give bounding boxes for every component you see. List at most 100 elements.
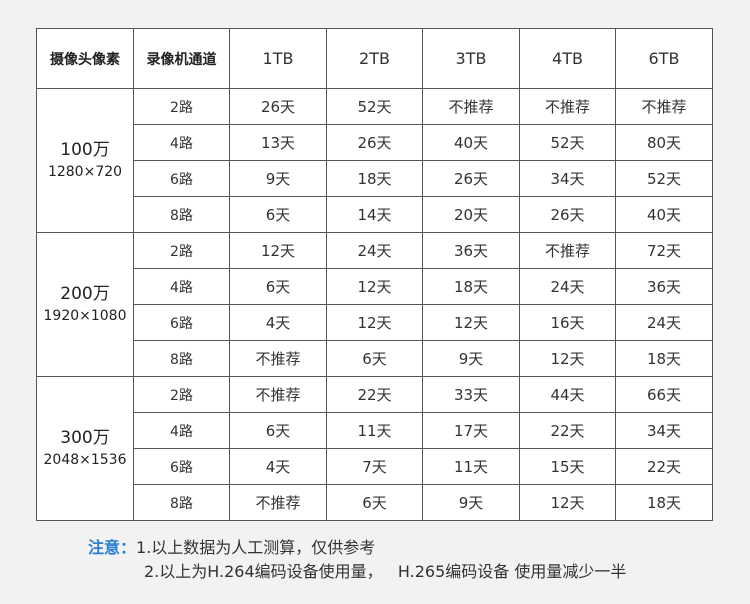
duration-cell: 36天 — [615, 268, 713, 305]
resolution-dimensions: 1280×720 — [47, 163, 123, 180]
duration-cell: 72天 — [615, 232, 713, 269]
duration-cell: 14天 — [326, 196, 423, 233]
channel-cell: 6路 — [133, 304, 230, 341]
duration-cell: 6天 — [229, 196, 327, 233]
resolution-label: 200万 — [60, 283, 110, 304]
table-row: 300万 2048×1536 2路 不推荐 22天 33天 44天 66天 — [36, 376, 713, 521]
channel-cell: 4路 — [133, 412, 230, 449]
channel-cell: 2路 — [133, 88, 230, 125]
table-row: 100万 1280×720 2路 26天 52天 不推荐 不推荐 不推荐 — [36, 88, 713, 233]
duration-cell: 22天 — [519, 412, 616, 449]
table-row: 6路 9天 18天 26天 34天 52天 — [37, 160, 713, 197]
channel-cell: 8路 — [133, 196, 230, 233]
duration-cell: 33天 — [422, 376, 520, 413]
duration-cell: 36天 — [422, 232, 520, 269]
duration-cell: 24天 — [326, 232, 423, 269]
duration-cell: 40天 — [422, 124, 520, 161]
duration-cell: 不推荐 — [229, 484, 327, 521]
table-row: 4路 13天 26天 40天 52天 80天 — [37, 124, 713, 161]
duration-cell: 26天 — [229, 88, 327, 125]
duration-cell: 24天 — [519, 268, 616, 305]
channel-cell: 2路 — [133, 376, 230, 413]
duration-cell: 15天 — [519, 448, 616, 485]
table-row: 8路 不推荐 6天 9天 12天 18天 — [37, 340, 713, 377]
channel-cell: 6路 — [133, 160, 230, 197]
duration-cell: 16天 — [519, 304, 616, 341]
duration-cell: 24天 — [615, 304, 713, 341]
resolution-dimensions: 2048×1536 — [43, 451, 127, 468]
table-row: 8路 不推荐 6天 9天 12天 18天 — [37, 484, 713, 521]
duration-cell: 18天 — [422, 268, 520, 305]
duration-cell: 不推荐 — [422, 88, 520, 125]
duration-cell: 不推荐 — [519, 232, 616, 269]
channel-cell: 4路 — [133, 124, 230, 161]
duration-cell: 26天 — [326, 124, 423, 161]
resolution-cell: 200万 1920×1080 — [36, 232, 134, 377]
duration-cell: 6天 — [229, 268, 327, 305]
resolution-cell: 300万 2048×1536 — [36, 376, 134, 521]
storage-duration-table: 摄像头像素 录像机通道 1TB 2TB 3TB 4TB 6TB 100万 1280… — [36, 28, 713, 521]
duration-cell: 17天 — [422, 412, 520, 449]
duration-cell: 不推荐 — [519, 88, 616, 125]
duration-cell: 不推荐 — [229, 376, 327, 413]
duration-cell: 52天 — [519, 124, 616, 161]
table-row: 4路 6天 11天 17天 22天 34天 — [37, 412, 713, 449]
duration-cell: 11天 — [422, 448, 520, 485]
duration-cell: 不推荐 — [229, 340, 327, 377]
duration-cell: 9天 — [422, 340, 520, 377]
duration-cell: 9天 — [422, 484, 520, 521]
duration-cell: 4天 — [229, 448, 327, 485]
duration-cell: 80天 — [615, 124, 713, 161]
header-2tb: 2TB — [326, 28, 423, 89]
duration-cell: 26天 — [519, 196, 616, 233]
duration-cell: 12天 — [229, 232, 327, 269]
note-line-2: 2.以上为H.264编码设备使用量， H.265编码设备 使用量减少一半 — [144, 562, 627, 581]
header-3tb: 3TB — [422, 28, 520, 89]
header-4tb: 4TB — [519, 28, 616, 89]
duration-cell: 22天 — [326, 376, 423, 413]
channel-cell: 8路 — [133, 484, 230, 521]
duration-cell: 34天 — [615, 412, 713, 449]
note-text-1: 1.以上数据为人工测算，仅供参考 — [136, 538, 376, 557]
channel-cell: 2路 — [133, 232, 230, 269]
duration-cell: 22天 — [615, 448, 713, 485]
resolution-label: 300万 — [60, 427, 110, 448]
note-line-1: 注意：1.以上数据为人工测算，仅供参考 — [88, 536, 626, 560]
channel-cell: 6路 — [133, 448, 230, 485]
channel-cell: 4路 — [133, 268, 230, 305]
duration-cell: 12天 — [519, 484, 616, 521]
resolution-label: 100万 — [60, 139, 110, 160]
duration-cell: 40天 — [615, 196, 713, 233]
duration-cell: 12天 — [326, 268, 423, 305]
table-row: 4路 6天 12天 18天 24天 36天 — [37, 268, 713, 305]
duration-cell: 6天 — [326, 340, 423, 377]
duration-cell: 26天 — [422, 160, 520, 197]
duration-cell: 12天 — [422, 304, 520, 341]
duration-cell: 20天 — [422, 196, 520, 233]
duration-cell: 11天 — [326, 412, 423, 449]
header-6tb: 6TB — [615, 28, 713, 89]
resolution-cell: 100万 1280×720 — [36, 88, 134, 233]
header-1tb: 1TB — [229, 28, 327, 89]
duration-cell: 6天 — [326, 484, 423, 521]
resolution-dimensions: 1920×1080 — [43, 307, 127, 324]
duration-cell: 6天 — [229, 412, 327, 449]
duration-cell: 9天 — [229, 160, 327, 197]
duration-cell: 不推荐 — [615, 88, 713, 125]
duration-cell: 13天 — [229, 124, 327, 161]
table-row: 6路 4天 7天 11天 15天 22天 — [37, 448, 713, 485]
duration-cell: 52天 — [326, 88, 423, 125]
duration-cell: 18天 — [615, 340, 713, 377]
header-camera-resolution: 摄像头像素 — [36, 28, 134, 89]
table-row: 6路 4天 12天 12天 16天 24天 — [37, 304, 713, 341]
channel-cell: 8路 — [133, 340, 230, 377]
duration-cell: 18天 — [615, 484, 713, 521]
duration-cell: 44天 — [519, 376, 616, 413]
notes: 注意：1.以上数据为人工测算，仅供参考 2.以上为H.264编码设备使用量， H… — [88, 536, 626, 584]
duration-cell: 52天 — [615, 160, 713, 197]
note-label: 注意： — [88, 538, 137, 557]
duration-cell: 12天 — [519, 340, 616, 377]
duration-cell: 34天 — [519, 160, 616, 197]
header-nvr-channels: 录像机通道 — [133, 28, 230, 89]
duration-cell: 12天 — [326, 304, 423, 341]
